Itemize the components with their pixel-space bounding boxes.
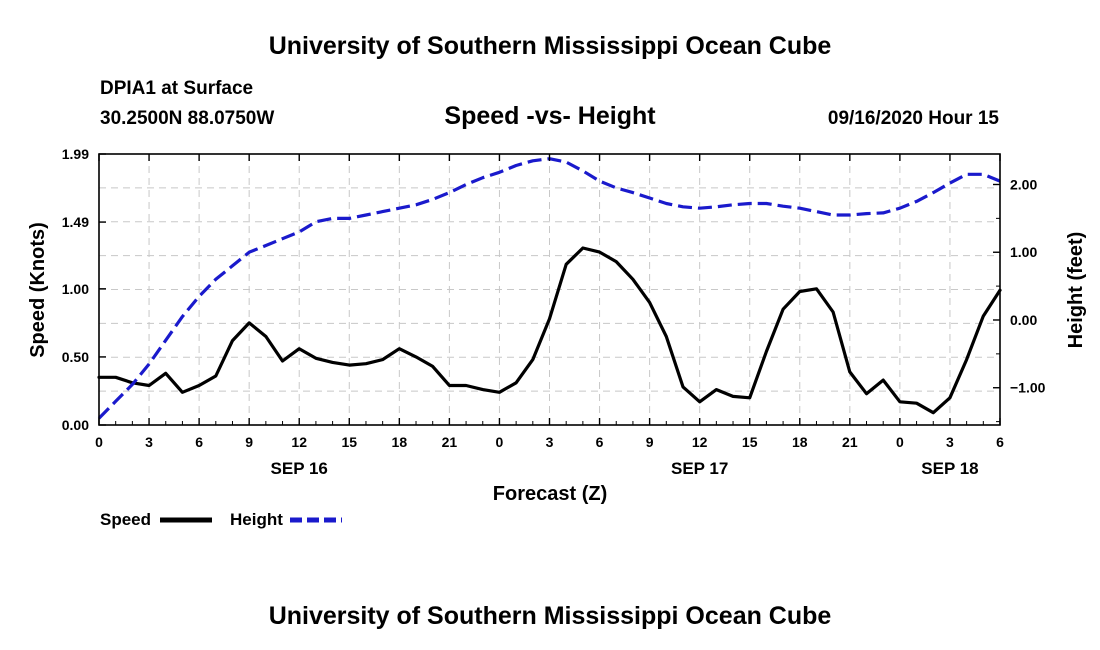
y2-axis-label: Height (feet): [1065, 232, 1087, 349]
day-label: SEP 16: [271, 459, 328, 478]
legend-label-speed: Speed: [100, 510, 151, 529]
y-tick-label: 0.00: [62, 417, 89, 433]
chart-subtitle: Speed -vs- Height: [444, 102, 656, 130]
x-tick-label: 18: [392, 434, 408, 450]
station-label: DPIA1 at Surface: [100, 78, 253, 99]
grid-lines: [99, 154, 1000, 425]
day-label: SEP 18: [921, 459, 978, 478]
y-tick-label: 0.50: [62, 349, 89, 365]
x-tick-label: 6: [596, 434, 604, 450]
x-tick-label: 21: [442, 434, 458, 450]
y2-tick-label: 2.00: [1010, 176, 1037, 192]
axis-ticks: 0 3 6 9 12 15 18 21 0 3 6 9 12 15 18 21 0 3 6 SEP 16 SEP 17 S…: [62, 146, 1046, 478]
x-tick-label: 9: [245, 434, 253, 450]
x-axis-label: Forecast (Z): [493, 483, 607, 505]
x-tick-label: 0: [896, 434, 904, 450]
y-tick-label: 1.49: [62, 214, 89, 230]
x-tick-label: 9: [646, 434, 654, 450]
x-tick-label: 3: [546, 434, 554, 450]
y2-tick-label: 0.00: [1010, 312, 1037, 328]
x-tick-label: 0: [496, 434, 504, 450]
y-tick-label: 1.00: [62, 281, 89, 297]
legend: Speed Height: [100, 510, 342, 529]
location-label: 30.2500N 88.0750W: [100, 108, 274, 129]
x-tick-label: 21: [842, 434, 858, 450]
x-tick-label: 3: [946, 434, 954, 450]
x-tick-label: 15: [341, 434, 357, 450]
x-tick-label: 6: [996, 434, 1004, 450]
series-speed-line: [97, 246, 1002, 415]
x-tick-label: 0: [95, 434, 103, 450]
x-tick-label: 12: [291, 434, 307, 450]
y2-tick-label: −1.00: [1010, 380, 1046, 396]
y-tick-label: 1.99: [62, 146, 89, 162]
x-tick-label: 3: [145, 434, 153, 450]
y2-tick-label: 1.00: [1010, 244, 1037, 260]
x-tick-label: 6: [195, 434, 203, 450]
x-tick-label: 15: [742, 434, 758, 450]
x-tick-label: 18: [792, 434, 808, 450]
y-axis-label: Speed (Knots): [27, 222, 49, 358]
x-tick-label: 12: [692, 434, 708, 450]
datetime-label: 09/16/2020 Hour 15: [828, 108, 1000, 129]
legend-label-height: Height: [230, 510, 283, 529]
footer-title: University of Southern Mississippi Ocean…: [269, 602, 832, 630]
chart-title: University of Southern Mississippi Ocean…: [269, 32, 832, 60]
day-label: SEP 17: [671, 459, 728, 478]
